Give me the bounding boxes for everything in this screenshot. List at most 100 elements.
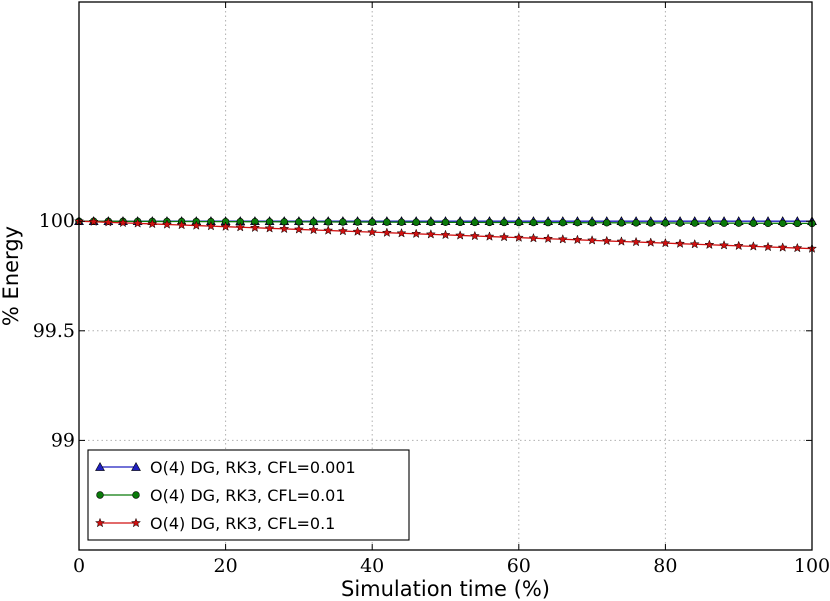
data-point [279, 223, 290, 234]
data-point [559, 218, 567, 227]
x-tick-label: 40 [360, 555, 384, 577]
data-point [396, 227, 407, 238]
data-point [500, 218, 508, 227]
legend-item-2: O(4) DG, RK3, CFL=0.1 [94, 514, 335, 533]
data-point [749, 219, 758, 227]
data-point [705, 219, 714, 227]
x-tick-label: 100 [794, 555, 830, 577]
data-point [647, 219, 655, 227]
legend-marker [130, 517, 142, 528]
data-point [88, 216, 99, 227]
y-axis-label: % Energy [0, 226, 23, 326]
legend-box [87, 449, 410, 541]
legend-item-0: O(4) DG, RK3, CFL=0.001 [95, 458, 356, 477]
data-point [455, 230, 466, 240]
data-point [205, 220, 216, 231]
x-tick-label: 20 [214, 555, 238, 577]
data-point [220, 221, 231, 231]
data-point [792, 242, 803, 253]
legend-label: O(4) DG, RK3, CFL=0.1 [150, 514, 335, 533]
data-point [381, 227, 392, 238]
data-point [235, 221, 246, 232]
data-point [689, 238, 700, 249]
data-point [777, 242, 788, 252]
data-point [513, 232, 524, 242]
data-point [264, 223, 275, 233]
y-tick-label: 99.5 [33, 320, 75, 342]
data-point [588, 219, 596, 227]
data-point [147, 218, 158, 229]
data-point [704, 239, 715, 250]
data-point [176, 219, 187, 230]
data-point [353, 218, 362, 226]
data-point [309, 218, 318, 226]
data-point [397, 218, 406, 226]
data-point [573, 218, 582, 227]
data-point [249, 222, 260, 233]
series-layer [73, 215, 818, 253]
legend-marker [95, 461, 105, 471]
data-point [631, 236, 642, 247]
data-point [529, 218, 538, 227]
data-point [485, 218, 494, 227]
data-point [572, 234, 583, 245]
data-point [718, 239, 730, 250]
y-tick-label: 99 [51, 429, 75, 451]
data-point [632, 219, 640, 227]
data-point [543, 233, 554, 244]
data-point [603, 219, 611, 227]
data-point [748, 241, 759, 251]
data-point [617, 219, 626, 227]
data-point [293, 224, 304, 234]
data-point [117, 217, 129, 228]
data-point [456, 218, 464, 227]
data-point [440, 229, 451, 240]
data-point [762, 241, 774, 252]
data-point [675, 238, 686, 248]
data-point [645, 237, 656, 247]
data-point [367, 226, 378, 237]
x-tick-label: 60 [507, 555, 531, 577]
data-point [441, 218, 450, 226]
axis-ticks: 0 20 40 60 80 100 99 99.5 100 [33, 2, 830, 577]
data-point [793, 219, 802, 228]
data-point [103, 216, 114, 227]
data-point [383, 218, 391, 226]
data-point [161, 219, 173, 229]
plot-frame [78, 1, 813, 551]
data-point [734, 219, 743, 227]
data-point [661, 219, 670, 227]
data-point [733, 240, 744, 251]
data-point [352, 226, 363, 236]
legend-item-1: O(4) DG, RK3, CFL=0.01 [96, 486, 346, 505]
x-axis-label: Simulation time (%) [341, 577, 550, 601]
data-point [427, 218, 435, 226]
data-point [515, 218, 523, 227]
data-point [339, 218, 347, 226]
legend: O(4) DG, RK3, CFL=0.001 O(4) DG, RK3, CFL… [87, 449, 410, 541]
data-point [337, 225, 348, 236]
x-tick-label: 0 [73, 555, 85, 577]
data-point [587, 235, 598, 245]
data-point [528, 232, 539, 243]
data-point [764, 219, 772, 227]
legend-label: O(4) DG, RK3, CFL=0.001 [150, 458, 356, 477]
data-point [191, 220, 202, 230]
data-point [308, 224, 319, 235]
data-point [720, 219, 728, 227]
data-point [499, 231, 510, 242]
y-tick-label: 100 [39, 210, 75, 232]
data-point [412, 218, 420, 226]
data-point [778, 219, 787, 228]
data-point [324, 218, 332, 226]
series-2 [73, 215, 818, 253]
data-point [469, 230, 480, 241]
data-point [557, 233, 568, 244]
data-point [471, 218, 479, 227]
data-point [368, 218, 376, 226]
legend-label: O(4) DG, RK3, CFL=0.01 [150, 486, 346, 505]
legend-marker [132, 491, 140, 499]
data-point [411, 228, 422, 239]
data-point [132, 218, 143, 228]
